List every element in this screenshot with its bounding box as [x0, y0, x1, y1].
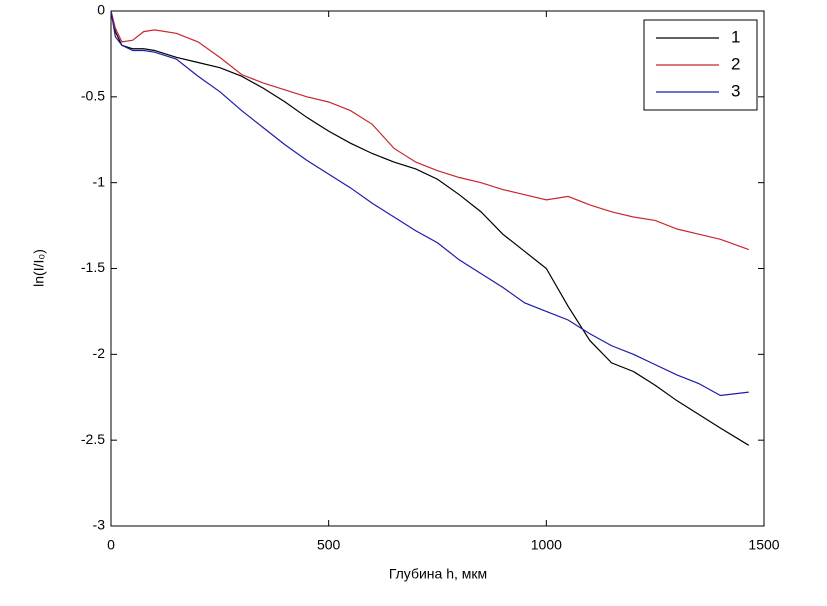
data-line — [110, 10, 749, 397]
y-tick-label: -3 — [93, 517, 106, 533]
y-tick-label: -1.5 — [81, 259, 105, 275]
x-tick-label: 500 — [317, 537, 341, 553]
y-tick-label: 0 — [97, 2, 105, 18]
y-axis-label: ln(I/I₀) — [31, 249, 47, 287]
y-tick-label: -2.5 — [81, 431, 105, 447]
legend-label: 2 — [731, 54, 740, 73]
y-tick-label: -1 — [93, 173, 106, 189]
x-axis-label: Глубина h, мкм — [389, 566, 487, 582]
y-tick-label: -0.5 — [81, 88, 105, 104]
data-line — [110, 10, 749, 251]
x-tick-label: 0 — [107, 537, 115, 553]
legend-label: 1 — [731, 27, 740, 46]
y-tick-label: -2 — [93, 345, 106, 361]
x-tick-label: 1000 — [531, 537, 562, 553]
data-line — [110, 10, 750, 446]
legend-label: 3 — [731, 81, 740, 100]
x-tick-label: 1500 — [748, 537, 779, 553]
